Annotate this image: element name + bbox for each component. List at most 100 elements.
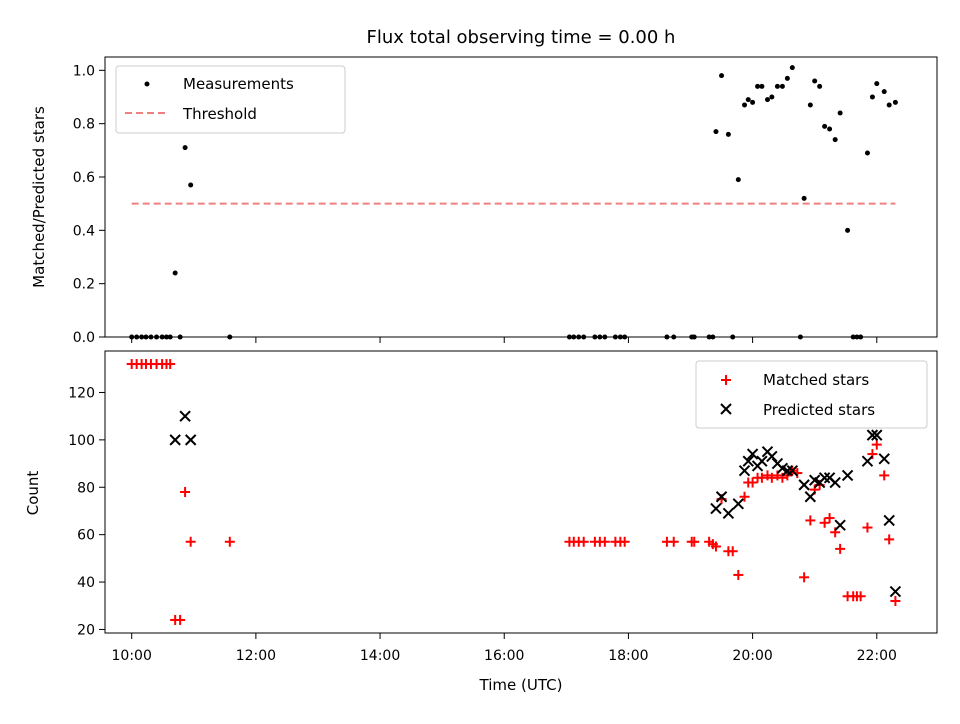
predicted-stars-point: [878, 453, 890, 465]
measurement-point: [886, 102, 892, 108]
predicted-stars-point: [829, 476, 841, 489]
x-tick-label: 16:00: [484, 648, 524, 664]
legend-threshold-label: Threshold: [182, 105, 257, 123]
matched-stars-point: [766, 472, 777, 483]
bottom-plot-marks: [126, 359, 902, 625]
predicted-stars-point: [889, 585, 902, 598]
measurement-point: [769, 94, 775, 100]
top-y-axis-label: Matched/Predicted stars: [30, 106, 48, 288]
measurement-point: [725, 131, 731, 137]
measurement-point: [801, 195, 807, 201]
bottom-y-tick-label: 60: [77, 528, 95, 544]
top-y-tick-label: 0.8: [73, 117, 95, 133]
measurement-point: [713, 129, 719, 135]
matched-stars-point: [689, 536, 700, 547]
measurement-point: [719, 73, 725, 79]
measurement-point: [188, 182, 194, 188]
x-tick-label: 22:00: [857, 648, 897, 664]
matched-stars-point: [805, 515, 816, 526]
measurement-point: [755, 83, 761, 89]
legend-matched-label: Matched stars: [763, 371, 869, 389]
legend-measurements-label: Measurements: [183, 75, 294, 93]
matched-stars-point: [835, 543, 846, 554]
top-y-tick-label: 0.0: [73, 330, 95, 346]
predicted-stars-point: [738, 464, 751, 477]
matched-stars-point: [165, 359, 176, 370]
predicted-stars-point: [804, 491, 817, 503]
top-panel: 0.0 0.2 0.4 0.6 0.8 1.0 Matched/Predicted sta…: [30, 56, 938, 346]
measurement-point: [779, 83, 785, 89]
matched-stars-point: [871, 439, 882, 450]
chart-title: Flux total observing time = 0.00 h: [367, 27, 676, 48]
predicted-stars-point: [866, 429, 879, 441]
x-axis-label: Time (UTC): [479, 676, 563, 694]
matched-stars-point: [884, 534, 895, 545]
matched-stars-point: [578, 536, 589, 547]
matched-stars-point: [668, 536, 679, 547]
x-tick-label: 12:00: [236, 648, 276, 664]
measurement-point: [827, 126, 833, 132]
top-y-tick-label: 0.6: [73, 170, 95, 186]
matched-stars-point: [733, 569, 744, 580]
measurement-point: [742, 102, 748, 108]
matched-stars-point: [879, 470, 890, 481]
measurement-point: [750, 99, 756, 105]
matched-stars-point: [727, 546, 738, 557]
measurement-point: [874, 81, 880, 87]
predicted-stars-point: [841, 469, 854, 482]
matched-stars-point: [862, 522, 873, 533]
bottom-y-tick-label: 120: [68, 385, 95, 401]
matched-stars-point: [739, 491, 750, 502]
top-y-tick-label: 0.2: [73, 277, 95, 293]
matched-stars-point: [756, 472, 767, 483]
bottom-plot-frame: [104, 350, 938, 634]
predicted-stars-point: [818, 472, 831, 484]
x-tick-label: 10:00: [112, 648, 152, 664]
measurement-point: [774, 83, 780, 89]
predicted-stars-point: [786, 464, 799, 477]
bottom-y-tick-label: 100: [68, 433, 95, 449]
matched-stars-point: [224, 536, 235, 547]
top-y-tick-label: 0.4: [73, 223, 95, 239]
bottom-panel: 10:00 12:00 14:00 16:00 18:00 20:00 22:00 20 40 6…: [24, 350, 938, 694]
matched-stars-point: [619, 536, 630, 547]
matched-stars-point: [185, 536, 196, 547]
measurement-point: [789, 65, 795, 71]
top-legend: Measurements Threshold: [115, 65, 346, 134]
predicted-stars-point: [798, 479, 810, 491]
x-tick-label: 20:00: [732, 648, 772, 664]
matched-stars-point: [890, 596, 901, 607]
legend-predicted-marker: [720, 403, 732, 415]
predicted-stars-point: [871, 429, 883, 441]
measurement-point: [845, 227, 851, 233]
measurement-point: [807, 102, 813, 108]
predicted-stars-point: [834, 519, 846, 531]
measurement-point: [817, 83, 823, 89]
predicted-stars-point: [756, 455, 768, 467]
measurement-point: [735, 177, 741, 183]
predicted-stars-point: [766, 450, 778, 463]
predicted-stars-point: [861, 455, 874, 467]
bottom-legend-box: [695, 360, 928, 429]
measurement-point: [759, 83, 765, 89]
top-legend-box: [115, 65, 346, 134]
bottom-y-axis-label: Count: [24, 471, 42, 516]
predicted-stars-point: [746, 448, 759, 460]
predicted-stars-point: [169, 434, 181, 446]
measurement-point: [812, 78, 818, 84]
matched-stars-point: [599, 536, 610, 547]
measurement-point: [881, 89, 887, 95]
predicted-stars-point: [781, 464, 794, 477]
predicted-stars-point: [742, 455, 754, 467]
bottom-y-tick-label: 20: [77, 622, 95, 638]
measurement-point: [745, 97, 751, 103]
predicted-stars-point: [710, 502, 722, 515]
bottom-y-tick-label: 40: [77, 575, 95, 591]
measurement-point: [892, 99, 898, 105]
measurement-point: [182, 145, 188, 151]
matched-stars-point: [175, 614, 186, 625]
matched-stars-point: [824, 513, 835, 524]
top-plot-frame: [104, 56, 938, 338]
top-axis-ticks: 0.0 0.2 0.4 0.6 0.8 1.0: [73, 63, 878, 346]
predicted-stars-point: [883, 514, 895, 527]
